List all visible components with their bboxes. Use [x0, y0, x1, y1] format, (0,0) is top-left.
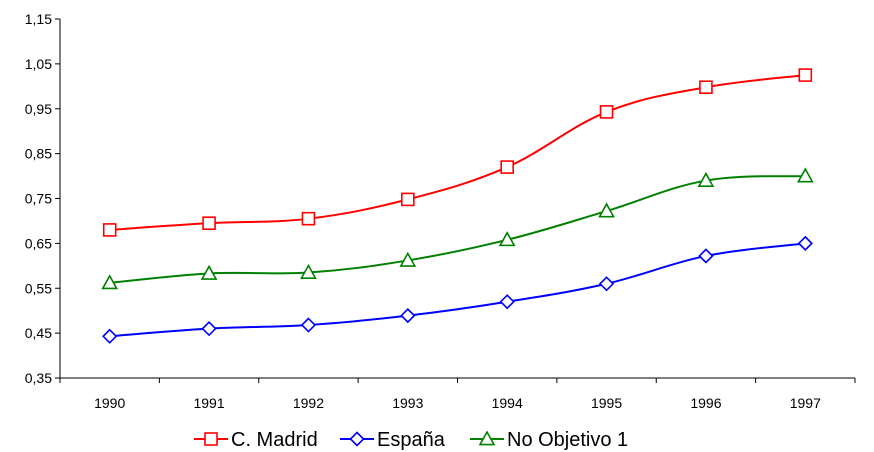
y-tick-label: 0,45 [25, 325, 52, 341]
y-tick-label: 0,35 [25, 370, 52, 386]
data-point [399, 251, 417, 267]
series-line [109, 74, 806, 231]
legend-swatch-marker [204, 432, 218, 446]
legend-label: España [377, 429, 446, 451]
data-point [102, 328, 118, 344]
series-layer [101, 68, 814, 344]
data-point [598, 202, 615, 218]
legend: C. Madrid España No Objetivo 1 [194, 429, 628, 451]
data-point [101, 274, 119, 290]
data-point [498, 231, 516, 247]
series-line [109, 175, 806, 284]
data-point [798, 68, 813, 82]
x-tick-label: 1990 [94, 395, 125, 411]
data-point [698, 248, 714, 264]
data-point [796, 167, 814, 183]
data-point [300, 317, 317, 333]
data-point [500, 160, 514, 174]
y-tick-label: 0,95 [25, 101, 52, 117]
legend-label: No Objetivo 1 [507, 429, 628, 451]
data-point [300, 263, 317, 279]
legend-label: C. Madrid [231, 429, 318, 451]
legend-swatch-marker [478, 430, 496, 446]
legend-item: No Objetivo 1 [470, 429, 628, 451]
x-tick-label: 1993 [392, 395, 423, 411]
x-tick-label: 1995 [591, 395, 622, 411]
y-tick-label: 0,65 [25, 235, 52, 251]
y-tick-label: 0,85 [25, 146, 52, 162]
legend-item: C. Madrid [194, 429, 318, 451]
legend-item: España [340, 429, 446, 451]
series-line [109, 242, 806, 338]
data-point [102, 223, 117, 237]
data-point [598, 276, 615, 292]
y-tick-label: 0,55 [25, 280, 52, 296]
x-tick-label: 1996 [690, 395, 721, 411]
x-tick-label: 1994 [492, 395, 523, 411]
data-point [499, 294, 515, 310]
x-tick-label: 1991 [193, 395, 224, 411]
series-1 [102, 235, 813, 344]
y-tick-label: 1,15 [25, 11, 52, 27]
legend-swatch-marker [349, 431, 365, 447]
data-point [301, 211, 316, 226]
data-point [797, 235, 813, 252]
y-tick-label: 0,75 [25, 191, 52, 207]
x-tick-label: 1992 [293, 395, 324, 411]
data-point [699, 80, 713, 95]
data-point [599, 105, 614, 119]
data-point [401, 192, 415, 207]
axes: 0,35 0,45 0,55 0,65 0,75 0,85 0,95 1,05 1,15 1990… [25, 11, 856, 411]
y-tick-label: 1,05 [25, 56, 52, 72]
data-point [201, 321, 217, 337]
data-point [697, 171, 715, 187]
series-0 [102, 68, 813, 237]
x-tick-label: 1997 [790, 395, 821, 411]
data-point [202, 216, 216, 230]
data-point [200, 264, 218, 280]
data-point [400, 307, 416, 324]
series-2 [101, 167, 814, 290]
